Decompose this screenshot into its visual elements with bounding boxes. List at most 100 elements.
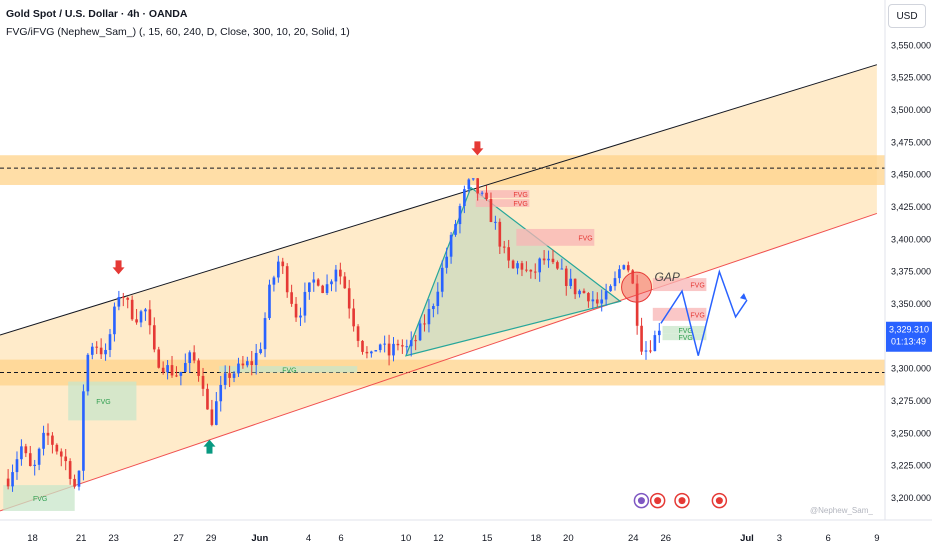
candle-body[interactable] xyxy=(604,291,608,300)
candle-body[interactable] xyxy=(547,258,550,261)
candle-body[interactable] xyxy=(130,299,134,320)
channel-upper-line[interactable] xyxy=(0,64,878,336)
candle-body[interactable] xyxy=(82,391,85,471)
candle-body[interactable] xyxy=(144,309,147,312)
symbol-title[interactable]: Gold Spot / U.S. Dollar · 4h · OANDA xyxy=(6,8,188,20)
candle-body[interactable] xyxy=(494,221,497,223)
candle-body[interactable] xyxy=(277,261,280,278)
candle-body[interactable] xyxy=(73,478,76,487)
candle-body[interactable] xyxy=(197,360,200,376)
candle-body[interactable] xyxy=(192,352,196,361)
candle-body[interactable] xyxy=(516,263,519,269)
currency-button[interactable]: USD xyxy=(888,4,926,28)
candle-body[interactable] xyxy=(405,346,409,348)
candle-body[interactable] xyxy=(219,384,223,402)
candle-body[interactable] xyxy=(365,351,369,354)
candle-body[interactable] xyxy=(542,258,546,261)
candle-body[interactable] xyxy=(653,335,657,352)
candle-body[interactable] xyxy=(121,296,125,298)
candle-body[interactable] xyxy=(104,349,107,355)
candle-body[interactable] xyxy=(347,288,351,309)
candle-body[interactable] xyxy=(622,265,626,270)
candle-body[interactable] xyxy=(613,278,617,287)
candle-body[interactable] xyxy=(587,293,590,302)
candle-body[interactable] xyxy=(20,446,23,460)
candle-body[interactable] xyxy=(108,334,112,350)
candle-body[interactable] xyxy=(303,291,307,316)
candle-body[interactable] xyxy=(427,309,431,325)
candle-body[interactable] xyxy=(68,461,72,479)
candle-body[interactable] xyxy=(42,432,45,449)
candle-body[interactable] xyxy=(139,311,143,323)
candle-body[interactable] xyxy=(396,343,400,346)
candle-body[interactable] xyxy=(183,363,187,372)
candle-body[interactable] xyxy=(525,269,528,271)
candle-body[interactable] xyxy=(175,375,178,377)
candle-body[interactable] xyxy=(578,290,581,295)
candle-body[interactable] xyxy=(471,178,475,180)
candle-body[interactable] xyxy=(325,284,329,294)
candle-body[interactable] xyxy=(378,344,382,351)
candle-body[interactable] xyxy=(170,365,174,376)
candle-body[interactable] xyxy=(556,262,559,269)
candle-body[interactable] xyxy=(294,303,298,318)
channel-lower-line[interactable] xyxy=(0,212,878,512)
candle-body[interactable] xyxy=(414,340,417,342)
candle-body[interactable] xyxy=(343,276,347,289)
candle-body[interactable] xyxy=(454,224,457,235)
candle-body[interactable] xyxy=(126,297,130,300)
candle-body[interactable] xyxy=(210,409,214,425)
candle-body[interactable] xyxy=(485,192,488,200)
candle-body[interactable] xyxy=(533,271,537,273)
candle-body[interactable] xyxy=(312,279,316,283)
candle-body[interactable] xyxy=(507,247,510,261)
candle-body[interactable] xyxy=(618,269,621,279)
candle-body[interactable] xyxy=(640,325,643,352)
candle-body[interactable] xyxy=(201,375,205,389)
candle-body[interactable] xyxy=(95,346,99,348)
candle-body[interactable] xyxy=(148,309,152,326)
candle-body[interactable] xyxy=(449,234,453,257)
candle-body[interactable] xyxy=(529,269,533,272)
candle-body[interactable] xyxy=(352,308,355,327)
candle-body[interactable] xyxy=(339,269,342,277)
candle-body[interactable] xyxy=(113,306,116,335)
candle-body[interactable] xyxy=(55,444,59,452)
candle-body[interactable] xyxy=(228,373,231,378)
candle-body[interactable] xyxy=(356,326,360,341)
candle-body[interactable] xyxy=(467,179,471,190)
candle-body[interactable] xyxy=(489,199,493,222)
candle-body[interactable] xyxy=(440,267,444,292)
candle-body[interactable] xyxy=(595,299,599,304)
candle-body[interactable] xyxy=(281,261,285,267)
candle-body[interactable] xyxy=(179,371,183,376)
candle-body[interactable] xyxy=(135,319,138,323)
indicator-legend[interactable]: FVG/iFVG (Nephew_Sam_) (, 15, 60, 240, D… xyxy=(6,26,350,38)
candle-body[interactable] xyxy=(285,266,289,293)
candle-body[interactable] xyxy=(117,296,121,307)
candle-body[interactable] xyxy=(299,315,302,318)
candle-body[interactable] xyxy=(538,258,542,273)
candle-body[interactable] xyxy=(86,354,90,392)
candle-body[interactable] xyxy=(582,290,586,294)
candle-body[interactable] xyxy=(46,432,50,436)
candle-body[interactable] xyxy=(631,270,635,284)
candle-body[interactable] xyxy=(498,221,502,247)
candle-body[interactable] xyxy=(33,464,37,466)
candle-body[interactable] xyxy=(15,459,19,473)
candle-body[interactable] xyxy=(387,343,391,356)
candle-body[interactable] xyxy=(263,318,267,350)
candle-body[interactable] xyxy=(166,365,169,373)
candle-body[interactable] xyxy=(272,277,276,285)
candle-body[interactable] xyxy=(560,268,564,270)
candle-body[interactable] xyxy=(246,361,249,366)
candle-body[interactable] xyxy=(254,352,258,366)
candle-body[interactable] xyxy=(520,263,524,270)
candle-body[interactable] xyxy=(90,346,94,355)
candle-body[interactable] xyxy=(649,350,652,352)
candle-body[interactable] xyxy=(11,472,14,487)
candle-body[interactable] xyxy=(188,352,192,364)
candle-body[interactable] xyxy=(241,363,245,366)
candle-body[interactable] xyxy=(418,323,422,341)
